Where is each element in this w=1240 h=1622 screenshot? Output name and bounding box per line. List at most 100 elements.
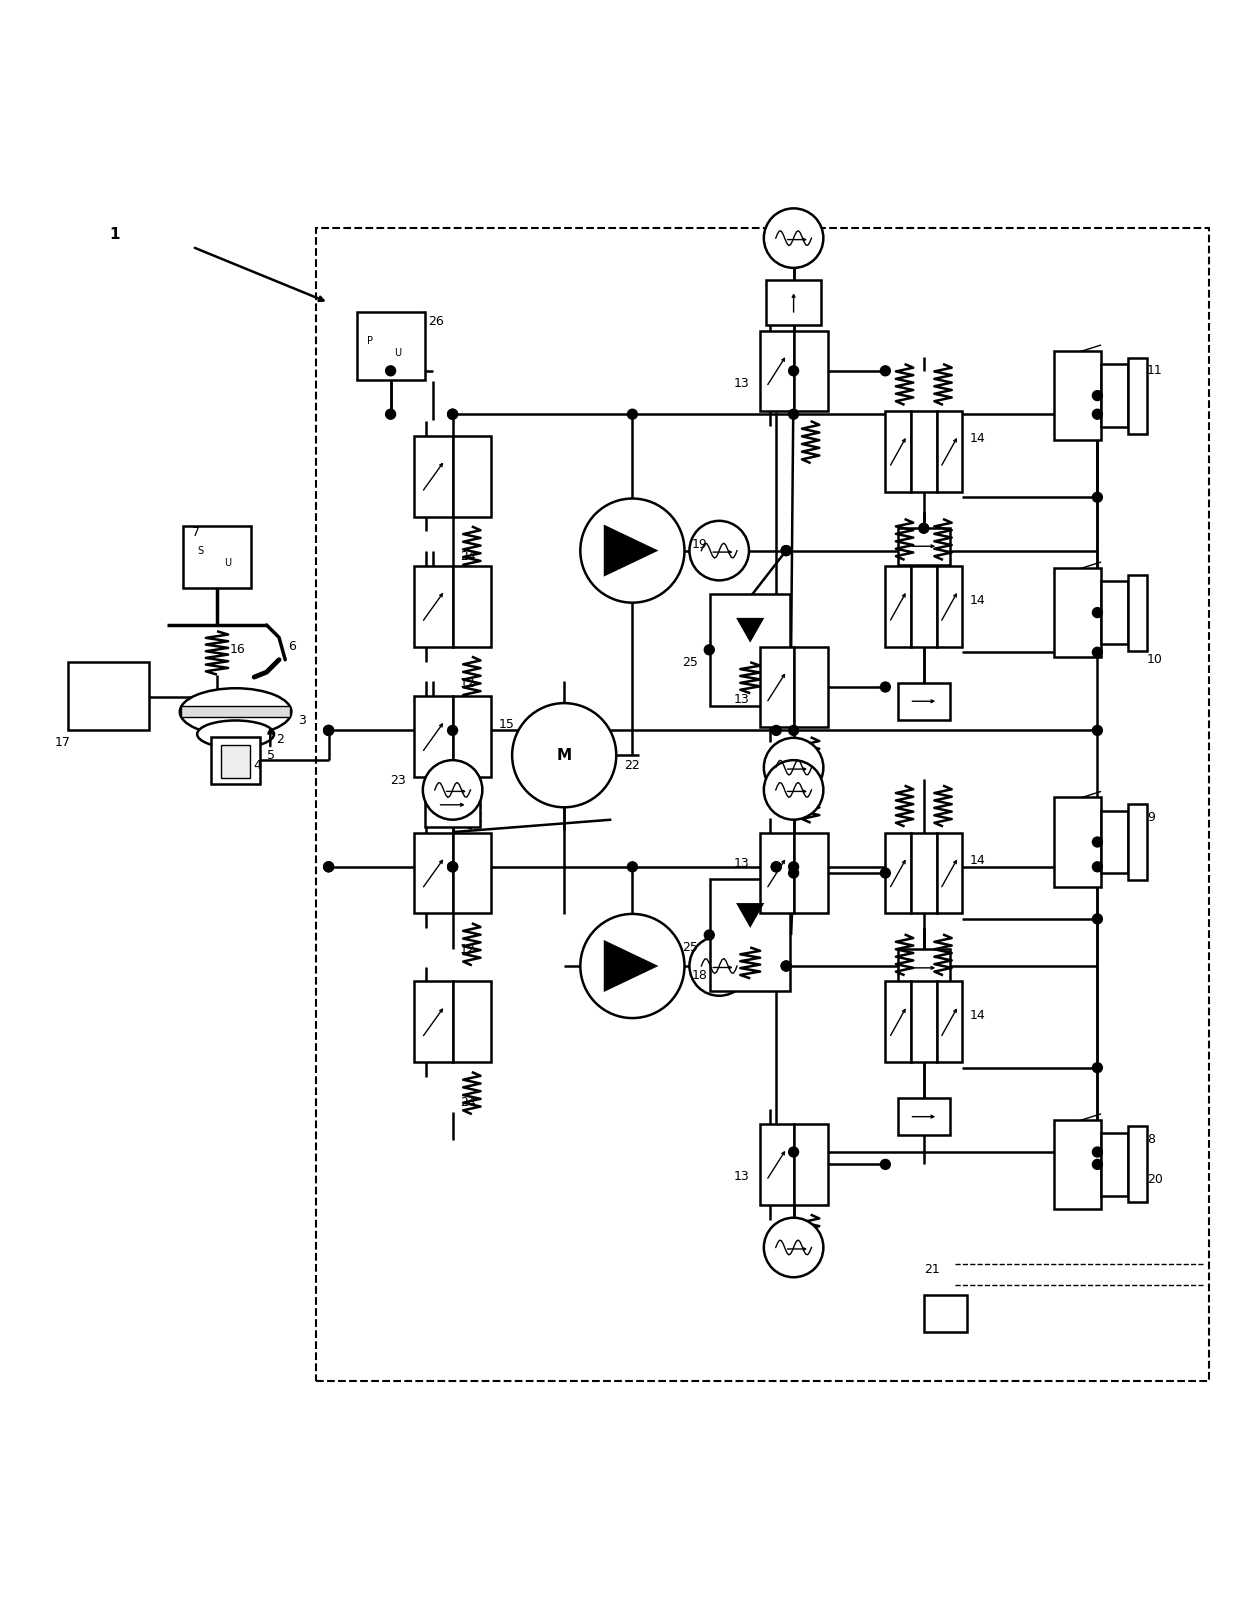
Text: 7: 7 [192,526,200,539]
Bar [414,832,453,913]
Text: 14: 14 [970,433,986,446]
Bar [898,527,950,564]
Bar [1054,568,1101,657]
Circle shape [689,936,749,996]
Bar [1128,358,1147,433]
Text: 24: 24 [460,550,476,563]
Bar [936,832,962,913]
Bar [414,981,453,1062]
Bar [1054,1119,1101,1208]
Bar [1054,798,1101,887]
Text: 13: 13 [734,376,750,389]
Text: 3: 3 [298,714,305,727]
Circle shape [448,861,458,871]
Circle shape [764,208,823,268]
Text: 24: 24 [460,1096,476,1109]
Bar [709,594,791,706]
Bar [794,832,828,913]
Bar [357,311,424,380]
Bar [453,981,491,1062]
Bar [221,744,250,777]
Bar [211,736,260,783]
Circle shape [580,913,684,1019]
Circle shape [324,725,334,735]
Circle shape [448,409,458,418]
Polygon shape [737,618,764,642]
Bar [1054,350,1101,440]
Circle shape [880,868,890,878]
Circle shape [627,861,637,871]
Circle shape [781,545,791,556]
Bar [414,696,453,777]
Bar [766,281,821,324]
Text: 15: 15 [498,717,515,730]
Circle shape [423,761,482,819]
Bar [316,229,1209,1382]
Text: 13: 13 [734,1171,750,1184]
Bar [1128,805,1147,881]
Ellipse shape [180,688,291,735]
Circle shape [704,646,714,655]
Circle shape [880,681,890,693]
Text: 25: 25 [682,941,698,954]
Circle shape [448,861,458,871]
Bar [453,436,491,516]
Bar [68,662,149,730]
Circle shape [512,702,616,808]
Bar [911,981,936,1062]
Bar [924,1294,967,1332]
Text: 14: 14 [970,1009,986,1022]
Bar [911,566,936,647]
Circle shape [386,367,396,376]
Text: 6: 6 [288,639,295,652]
Text: U: U [223,558,231,568]
Text: 18: 18 [692,970,708,983]
Text: 4: 4 [253,759,260,772]
Bar [759,832,794,913]
Bar [885,566,911,647]
Circle shape [1092,725,1102,735]
Text: 25: 25 [682,655,698,668]
Text: S: S [197,545,203,556]
Circle shape [789,367,799,376]
Circle shape [789,725,799,735]
Bar [759,1124,794,1205]
Text: 1: 1 [109,227,119,242]
Bar [898,1098,950,1135]
Circle shape [764,738,823,798]
Polygon shape [737,903,764,928]
Bar [885,981,911,1062]
Bar [709,879,791,991]
Bar [453,566,491,647]
Bar [936,566,962,647]
Text: 9: 9 [1147,811,1154,824]
Bar [794,647,828,727]
Circle shape [386,409,396,418]
Circle shape [689,521,749,581]
Bar [911,832,936,913]
Text: 2: 2 [277,733,284,746]
Bar [414,566,453,647]
Circle shape [580,498,684,603]
Text: 16: 16 [229,644,246,657]
Text: 14: 14 [970,855,986,868]
Circle shape [1092,409,1102,418]
Circle shape [781,962,791,972]
Circle shape [704,929,714,941]
Bar [1101,581,1128,644]
Ellipse shape [197,720,274,748]
Circle shape [764,1218,823,1277]
Circle shape [1092,1062,1102,1072]
Bar [181,706,290,717]
Circle shape [919,524,929,534]
Text: 10: 10 [1147,654,1163,667]
Polygon shape [604,524,658,577]
Text: 11: 11 [1147,365,1163,378]
Bar [184,526,250,587]
Text: 5: 5 [267,749,274,762]
Bar [1101,1134,1128,1195]
Circle shape [324,861,334,871]
Bar [1101,365,1128,427]
Bar [898,949,950,986]
Circle shape [1092,1160,1102,1169]
